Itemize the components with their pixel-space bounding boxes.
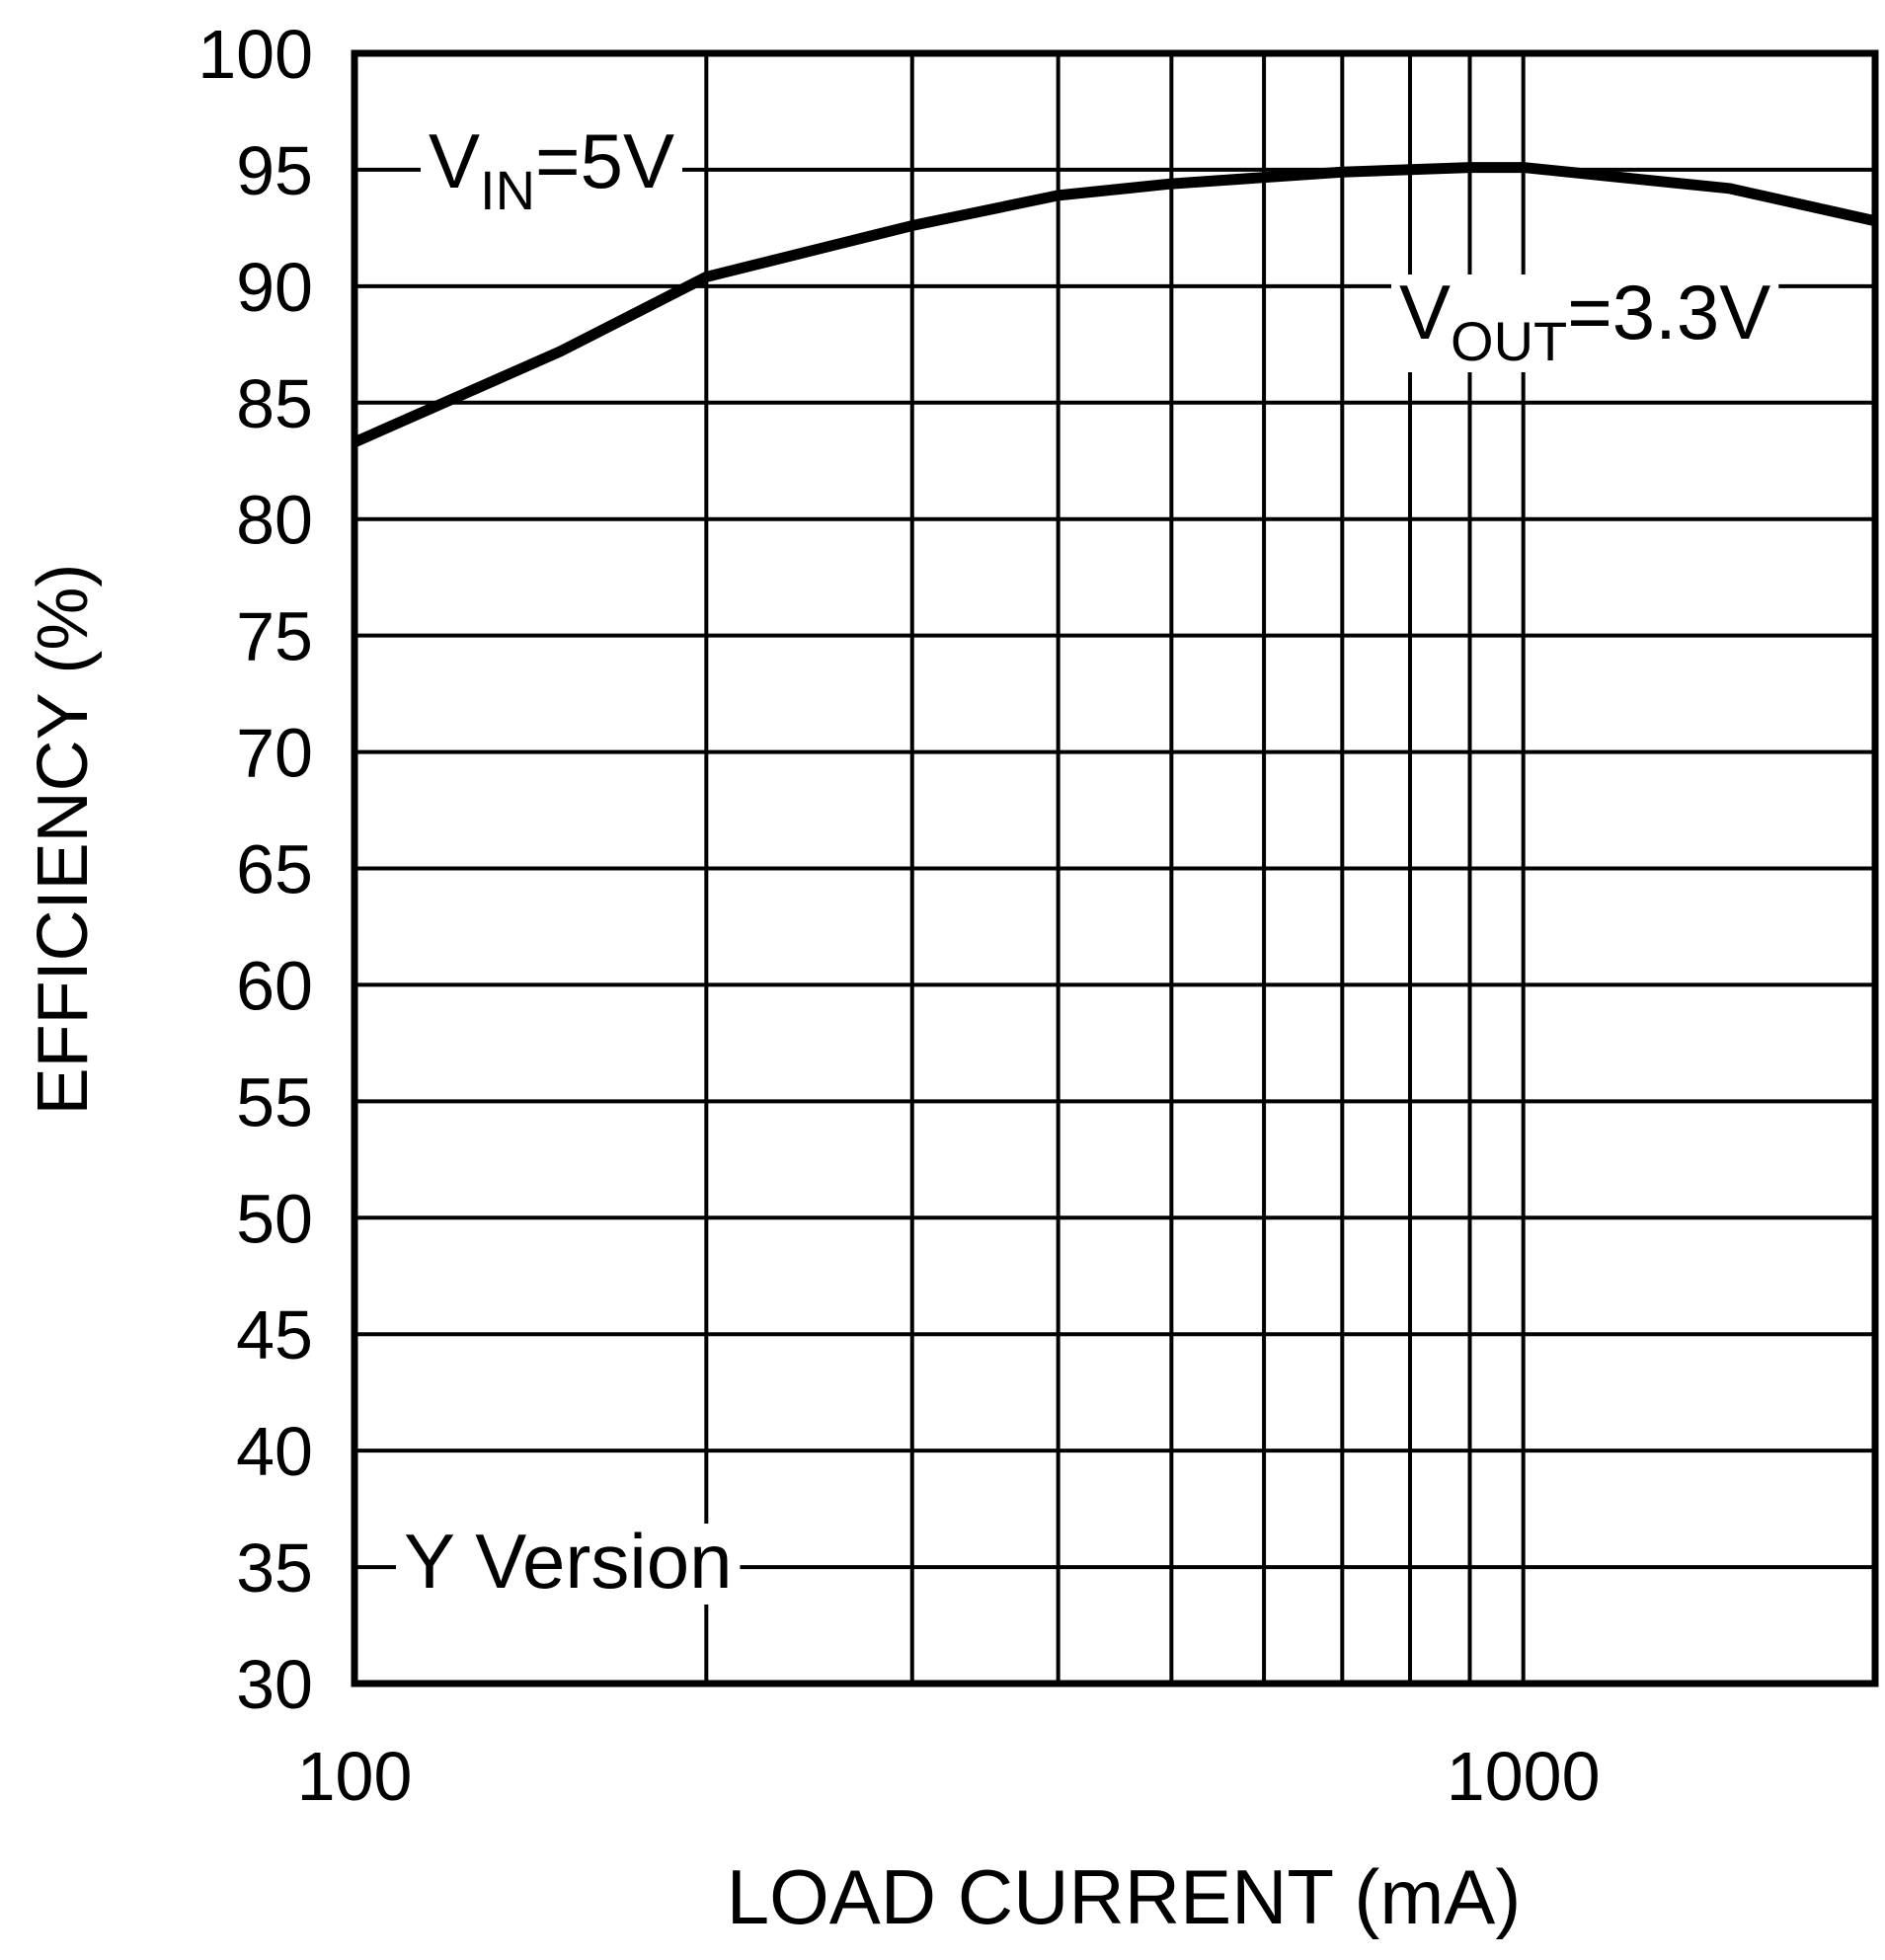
y-tick-label: 65	[236, 831, 313, 908]
y-tick-label: 70	[236, 715, 313, 792]
y-tick-label: 60	[236, 947, 313, 1024]
x-axis-label: LOAD CURRENT (mA)	[727, 1853, 1522, 1940]
y-tick-label: 40	[236, 1413, 313, 1490]
y-tick-label: 30	[236, 1646, 313, 1723]
plot-frame	[351, 49, 1879, 1687]
y-tick-label: 90	[236, 249, 313, 326]
annotation-text: Y Version	[404, 1518, 732, 1605]
annotation-text: V	[429, 118, 480, 204]
annotation-background	[1391, 274, 1779, 372]
y-tick-label: 45	[236, 1296, 313, 1373]
y-tick-label: 50	[236, 1180, 313, 1257]
annotation: VIN=5V	[429, 118, 674, 221]
annotation-subscript: OUT	[1451, 310, 1567, 372]
x-tick-label: 1000	[1447, 1738, 1601, 1815]
annotation-text: V	[1399, 269, 1451, 355]
y-axis-label: EFFICIENCY (%)	[24, 564, 103, 1116]
y-tick-label: 55	[236, 1063, 313, 1140]
y-tick-label: 35	[236, 1529, 313, 1607]
y-tick-label: 100	[197, 16, 313, 93]
annotation-text: =3.3V	[1567, 269, 1770, 355]
annotation-text: =5V	[535, 118, 674, 204]
annotation-background	[396, 1524, 741, 1605]
annotation-subscript: IN	[480, 159, 535, 221]
x-tick-label: 100	[297, 1738, 413, 1815]
y-tick-label: 80	[236, 482, 313, 559]
y-tick-label: 75	[236, 598, 313, 675]
annotation: VOUT=3.3V	[1399, 269, 1770, 372]
annotation-background	[421, 123, 682, 221]
annotation: Y Version	[404, 1518, 732, 1605]
y-tick-label: 95	[236, 132, 313, 209]
line	[354, 162, 1875, 447]
y-tick-label: 85	[236, 365, 313, 442]
